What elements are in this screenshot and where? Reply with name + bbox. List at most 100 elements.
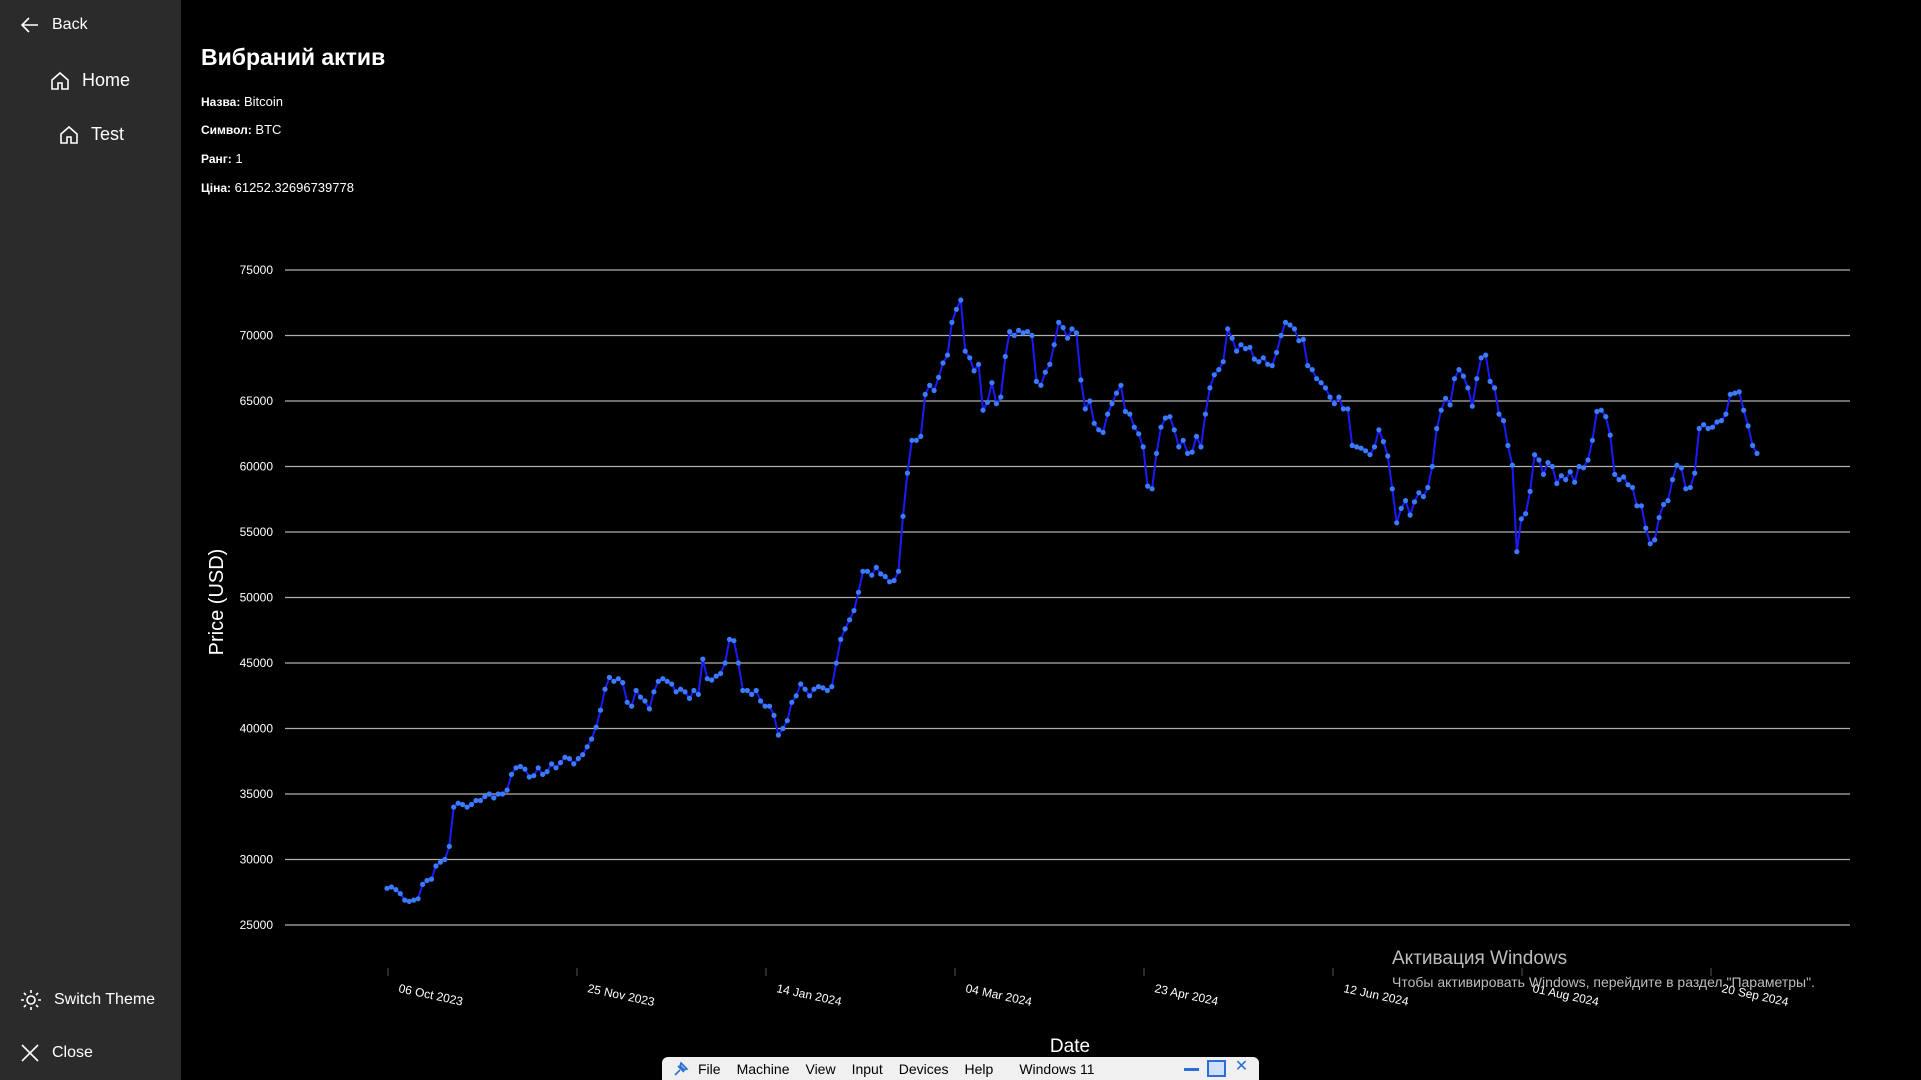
data-point [482,794,488,800]
data-point [766,703,773,709]
close-icon [21,1044,39,1062]
data-point [455,800,461,806]
data-point [833,660,839,666]
y-tick-label: 60000 [240,460,274,474]
data-point [815,684,822,690]
data-point [1153,450,1160,456]
x-axis-title: Date [1050,1036,1090,1057]
data-point [1425,484,1431,491]
data-point [642,698,648,704]
data-point [1487,378,1493,384]
data-point [580,752,586,758]
data-point [1371,444,1378,450]
data-point [424,877,430,884]
data-point [749,691,755,697]
data-point [1229,335,1235,341]
close-vm-icon[interactable]: ✕ [1234,1058,1249,1075]
sidebar-item-test-label: Test [91,124,125,144]
close-button[interactable]: Close [20,1043,93,1063]
data-point [1105,411,1111,417]
home-icon [51,71,69,90]
data-point [1367,452,1373,458]
data-point [1451,376,1458,382]
close-label: Close [52,1044,93,1061]
back-button[interactable]: Back [20,16,88,34]
data-point [1647,541,1653,547]
vbox-menu-machine[interactable]: Machine [736,1060,790,1077]
data-point [1554,480,1560,487]
data-point [820,685,826,691]
asset-rank-label: Ранг: [201,152,232,166]
vbox-menu-help[interactable]: Help [964,1060,994,1077]
data-point [1652,537,1658,543]
data-point [1202,411,1208,417]
data-point [1171,427,1177,433]
vbox-menu-file[interactable]: File [698,1060,721,1077]
data-point [1038,382,1044,388]
data-point [1198,444,1204,450]
data-point [1354,444,1360,450]
data-point [989,380,995,386]
data-point [1385,453,1391,459]
data-point [1065,335,1071,341]
data-point [838,636,844,642]
data-point [1549,463,1555,470]
data-point [1029,332,1035,339]
data-point [909,437,915,443]
data-point [1016,327,1022,333]
data-point [1500,418,1507,424]
sidebar-item-test[interactable]: Test [59,124,124,145]
data-point [1594,408,1600,415]
data-point [722,660,728,666]
data-point [1100,429,1106,435]
data-point [1193,433,1200,439]
data-point [1741,407,1747,413]
data-point [1305,363,1311,369]
data-point [1260,355,1266,361]
data-point [491,795,497,801]
data-point [633,687,639,694]
data-point [1616,477,1622,483]
minimize-icon[interactable] [1184,1060,1199,1071]
data-point [1007,329,1013,335]
data-point [802,686,808,692]
data-point [589,736,595,742]
vbox-menu-devices[interactable]: Devices [898,1060,949,1077]
x-tick-label: 04 Mar 2024 [964,981,1033,1009]
data-point [1051,342,1057,348]
x-tick-label: 23 Apr 2024 [1153,981,1220,1008]
vm-name: Windows 11 [1019,1060,1095,1077]
data-point [1082,406,1088,412]
data-point [602,686,608,692]
data-point [1411,499,1418,505]
data-point [1145,483,1151,489]
data-point [629,703,635,709]
pin-icon[interactable] [672,1060,690,1078]
sidebar-item-home[interactable]: Home [50,70,130,91]
data-point [1625,482,1631,488]
data-point [1225,326,1231,332]
data-point [1394,520,1400,526]
data-point [1140,444,1146,450]
data-point [442,856,448,863]
data-point [1296,338,1302,344]
switch-theme-button[interactable]: Switch Theme [20,989,155,1011]
data-point [1576,463,1582,470]
data-point [891,577,897,584]
data-point [726,636,733,642]
vbox-menu-input[interactable]: Input [851,1060,883,1077]
restore-icon[interactable] [1207,1060,1226,1077]
data-point [984,399,991,405]
data-point [1429,463,1435,470]
data-point [1189,449,1195,455]
data-point [1087,398,1093,404]
watermark-subtitle: Чтобы активировать Windows, перейдите в … [1392,974,1815,990]
vbox-menu-view[interactable]: View [805,1060,836,1077]
data-point [1278,332,1284,339]
data-point [1469,403,1475,409]
y-tick-label: 25000 [240,918,274,932]
data-point [851,608,857,614]
data-point [1750,442,1756,449]
asset-price-label: Ціна: [201,181,232,195]
data-point [1162,415,1168,421]
